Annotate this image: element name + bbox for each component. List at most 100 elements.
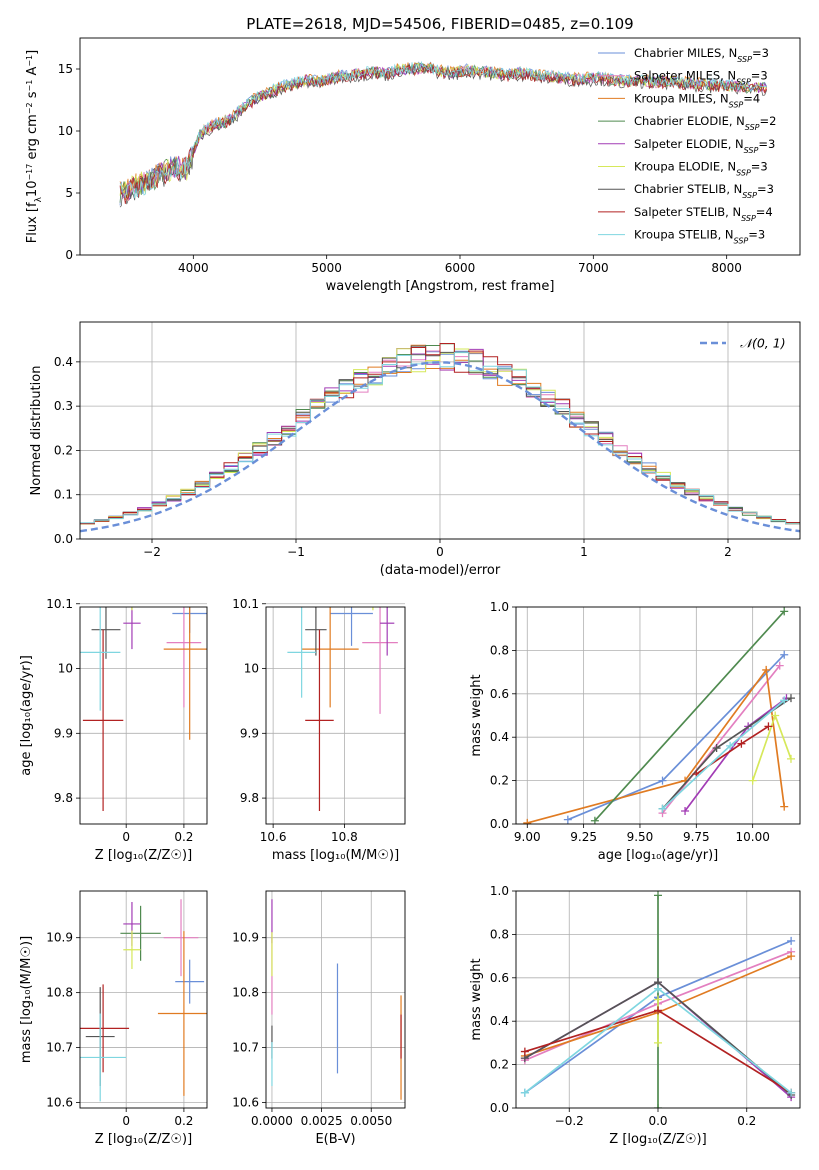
spectrum-marks	[119, 60, 768, 208]
y-tick-label: 0.0	[54, 532, 73, 546]
weight-marker	[787, 936, 796, 945]
legend-entry: Chabrier ELODIE, NSSP=2	[634, 114, 776, 132]
weight-marker	[654, 995, 662, 1004]
x-tick-label: −0.2	[555, 1114, 584, 1128]
y-tick-label: 5	[65, 186, 73, 200]
error-bar-point	[157, 931, 207, 1096]
weight-marker	[780, 650, 789, 659]
error-bar-point	[175, 959, 205, 1004]
error-bar-point	[163, 899, 199, 977]
weight-marker	[712, 744, 721, 753]
y-tick-label: 10	[244, 662, 259, 676]
spectrum-panel: 4000 5000 6000 7000 8000 0 5 10 15 wavelength [An…	[25, 37, 801, 294]
y-tick-label: 10.8	[232, 986, 259, 1000]
age-vs-Z-frame	[79, 606, 208, 825]
weight-marker	[786, 694, 795, 703]
y-tick-label: 10	[58, 124, 73, 138]
y-tick-label: 0.3	[54, 399, 73, 413]
x-tick-label: 10.00	[735, 830, 769, 844]
weight-marker	[764, 722, 773, 731]
weight-marker	[654, 1006, 662, 1015]
y-tick-label: 10.6	[46, 1096, 73, 1110]
weight-marker	[520, 1047, 529, 1056]
y-tick-label: 10.9	[232, 931, 259, 945]
weight-marker	[590, 816, 599, 824]
y-axis-label: Flux [fλ10−17 erg cm−2 s−1 A−1]	[25, 50, 45, 243]
age-vs-Z-panel: 0 0.2 9.8 9.9 10 10.1 Z [log₁₀(Z/Z☉)] age [log₁…	[19, 597, 208, 863]
y-tick-label: 10.1	[232, 597, 259, 611]
x-tick-label: 8000	[711, 261, 742, 275]
x-tick-label: 0.0	[648, 1114, 667, 1128]
y-tick-label: 10.7	[232, 1041, 259, 1055]
weight-marker	[654, 891, 662, 900]
error-bar-point	[82, 629, 124, 812]
x-tick-label: −2	[143, 545, 161, 559]
error-bar-point	[123, 930, 141, 970]
error-bar-point	[80, 1013, 127, 1102]
y-tick-label: 0.0	[490, 1101, 509, 1115]
error-bar-point	[166, 607, 202, 708]
x-tick-label: 0.2	[174, 1114, 193, 1128]
x-tick-label: 6000	[445, 261, 476, 275]
y-tick-label: 0.8	[490, 643, 509, 657]
weight-series-line	[594, 610, 785, 822]
x-tick-label: −1	[287, 545, 305, 559]
mass-vs-ebv-plot-area	[266, 891, 405, 1108]
age-vs-Z-marks	[80, 607, 207, 812]
x-tick-label: 4000	[178, 261, 209, 275]
weight-marker	[780, 802, 789, 811]
error-bar-point	[91, 607, 121, 659]
error-bar-point	[80, 607, 121, 711]
y-tick-label: 10.9	[46, 931, 73, 945]
legend-entry: Kroupa ELODIE, NSSP=3	[634, 160, 768, 178]
x-tick-label: 9.00	[514, 830, 541, 844]
residuals-marks	[80, 343, 800, 539]
y-tick-label: 10.1	[46, 597, 73, 611]
mass-vs-ebv-panel: 0.0000 0.0025 0.0050 10.6 10.7 10.8 10.9 E(B-V)	[232, 890, 406, 1147]
legend-entry: 𝒩(0, 1)	[740, 336, 786, 351]
y-axis-label: mass [log₁₀(M/M☉)]	[19, 936, 34, 1063]
legend-entry: Salpeter ELODIE, NSSP=3	[634, 137, 775, 155]
weight-marker	[762, 665, 771, 674]
x-tick-label: 10.8	[331, 830, 358, 844]
spectrum-legend: Chabrier MILES, NSSP=3 Salpeter MILES, NS…	[598, 46, 776, 245]
y-tick-label: 1.0	[490, 600, 509, 614]
x-axis-label: mass [log₁₀(M/M☉)]	[272, 848, 399, 863]
age-vs-mass-marks	[287, 607, 398, 812]
mass-vs-Z-panel: 0 0.2 10.6 10.7 10.8 10.9 Z [log₁₀(Z/Z☉)] mass …	[19, 890, 208, 1147]
error-bar-point	[287, 607, 316, 698]
weight-marker	[775, 661, 784, 670]
y-tick-label: 10.6	[232, 1096, 259, 1110]
weight-vs-Z-frame	[515, 890, 801, 1109]
error-bar-point	[372, 607, 374, 611]
weight-marker	[787, 1088, 796, 1097]
x-tick-label: 0.0000	[251, 1114, 293, 1128]
legend-entry: Chabrier STELIB, NSSP=3	[634, 182, 774, 200]
legend-entry: Salpeter MILES, NSSP=3	[634, 69, 768, 87]
y-tick-label: 9.9	[54, 726, 73, 740]
spectrum-series-line	[119, 60, 767, 199]
error-bar-point	[305, 629, 334, 812]
spectrum-series-line	[119, 62, 767, 199]
y-tick-label: 0.4	[490, 1014, 509, 1028]
weight-marker	[737, 739, 746, 748]
mass-vs-Z-marks	[80, 899, 207, 1102]
weight-marker	[654, 1038, 662, 1047]
y-tick-label: 10.8	[46, 986, 73, 1000]
x-tick-label: 9.50	[627, 830, 654, 844]
y-tick-label: 9.8	[240, 791, 259, 805]
y-axis-label: mass weight	[469, 674, 484, 756]
x-tick-label: 1	[580, 545, 588, 559]
legend-entry: Kroupa MILES, NSSP=4	[634, 91, 760, 109]
y-tick-label: 0.2	[490, 774, 509, 788]
x-axis-label: Z [log₁₀(Z/Z☉)]	[95, 848, 192, 863]
weight-marker	[726, 741, 735, 750]
error-bar-point	[123, 607, 141, 650]
y-tick-label: 0.4	[490, 730, 509, 744]
spectrum-series-line	[119, 61, 768, 201]
weight-vs-age-frame	[515, 606, 801, 825]
y-tick-label: 0.1	[54, 488, 73, 502]
x-tick-label: 0.2	[174, 830, 193, 844]
weight-vs-Z-panel: −0.2 0.0 0.2 0.0 0.2 0.4 0.6 0.8 1.0 Z [log₁₀(Z/Z…	[469, 884, 801, 1147]
